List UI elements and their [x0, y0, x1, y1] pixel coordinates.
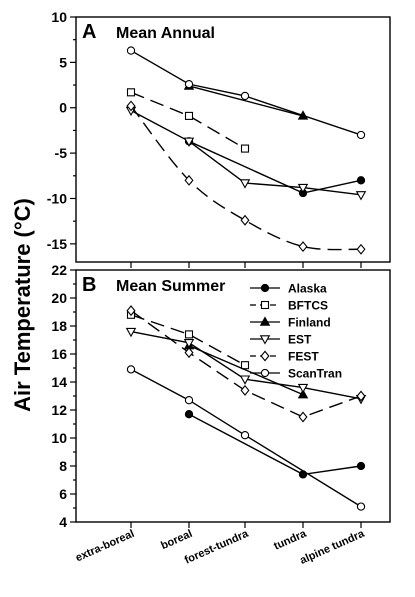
y-tick-label: 14	[51, 374, 67, 390]
legend-marker	[260, 283, 270, 293]
legend-label: EST	[288, 333, 312, 347]
x-tick-label: extra-boreal	[74, 528, 136, 565]
data-point	[240, 214, 250, 226]
y-tick-label: 18	[51, 318, 67, 334]
y-tick-label: 20	[51, 290, 67, 306]
data-point	[183, 137, 195, 147]
data-point	[356, 243, 366, 255]
series-bftcs	[126, 88, 250, 153]
y-tick-label: 8	[59, 458, 67, 474]
data-point	[126, 365, 136, 374]
series-scantran	[126, 46, 366, 140]
legend-marker	[260, 368, 270, 378]
legend-item-finland: Finland	[250, 316, 331, 330]
legend: Alaska BFTCS Finland EST FEST ScanTran	[250, 282, 342, 381]
legend-label: BFTCS	[288, 299, 328, 313]
panel-title: Mean Summer	[116, 278, 225, 295]
y-tick-label: 0	[59, 100, 67, 116]
data-point	[355, 191, 367, 201]
data-point	[184, 410, 194, 419]
legend-marker	[260, 350, 270, 362]
data-point	[126, 100, 136, 112]
legend-marker	[259, 335, 271, 345]
data-point	[239, 375, 251, 385]
series-fest	[126, 305, 366, 423]
x-tick-label: forest-tundra	[183, 527, 251, 566]
data-point	[356, 390, 366, 402]
y-axis-label: Air Temperature (°C)	[10, 198, 35, 412]
y-tick-label: 4	[59, 514, 67, 530]
data-point	[356, 461, 366, 471]
y-tick-label: 12	[51, 402, 67, 418]
series-line	[130, 368, 362, 508]
series-alaska	[184, 410, 366, 479]
data-point	[239, 179, 251, 189]
data-point	[240, 431, 250, 440]
y-tick-label: 6	[59, 486, 67, 502]
data-point	[298, 241, 308, 253]
y-tick-label: 22	[51, 262, 67, 278]
data-point	[126, 305, 136, 317]
legend-label: Alaska	[288, 282, 327, 296]
y-tick-label: -15	[47, 236, 67, 252]
data-point	[240, 384, 250, 396]
legend-label: Finland	[288, 316, 331, 330]
data-point	[356, 176, 366, 185]
data-point	[126, 46, 136, 55]
y-tick-label: 10	[51, 9, 67, 25]
data-point	[184, 174, 194, 186]
panel-b: 4 6 8 10 12 14 16 18 20 22 B Mean Summer	[51, 262, 391, 530]
y-tick-label: 5	[59, 54, 67, 70]
series-line	[188, 344, 304, 396]
y-tick-label: -5	[55, 145, 68, 161]
legend-marker	[259, 316, 271, 326]
data-point	[297, 383, 309, 394]
x-tick-label: tundra	[272, 527, 309, 552]
series-line	[130, 91, 246, 150]
x-tick-label: alpine tundra	[298, 527, 367, 566]
data-point	[297, 183, 309, 194]
panel-letter: B	[82, 274, 96, 296]
data-point	[240, 91, 250, 101]
data-point	[184, 330, 194, 339]
legend-label: FEST	[288, 350, 319, 364]
data-point	[356, 502, 366, 511]
legend-item-est: EST	[250, 333, 312, 347]
legend-item-fest: FEST	[250, 350, 319, 364]
series-line	[130, 105, 362, 251]
data-point	[356, 130, 366, 140]
legend-item-scantran: ScanTran	[250, 367, 342, 381]
data-point	[126, 88, 136, 97]
panel-letter: A	[82, 21, 96, 43]
legend-label: ScanTran	[288, 367, 342, 381]
data-point	[125, 327, 137, 338]
data-point	[298, 411, 308, 423]
data-point	[240, 361, 250, 370]
y-tick-label: 10	[51, 430, 67, 446]
series-est	[125, 106, 367, 201]
x-tick-label: boreal	[159, 528, 194, 552]
data-point	[184, 396, 194, 405]
data-point	[184, 79, 194, 89]
legend-item-bftcs: BFTCS	[250, 299, 328, 313]
data-point	[240, 144, 250, 153]
data-point	[183, 339, 195, 349]
plot-frame	[75, 16, 391, 263]
data-point	[184, 111, 194, 120]
y-tick-label: -10	[47, 190, 67, 206]
legend-marker	[260, 300, 270, 310]
panel-a: -15 -10 -5 0 5 10 A Mean Annual	[47, 9, 391, 268]
series-line	[188, 85, 304, 117]
series-fest	[126, 100, 366, 255]
panel-title: Mean Annual	[116, 25, 215, 42]
series-scantran	[126, 365, 366, 511]
legend-item-alaska: Alaska	[250, 282, 327, 296]
data-point	[184, 347, 194, 359]
series-line	[188, 413, 362, 476]
y-tick-label: 16	[51, 346, 67, 362]
series-line	[130, 49, 362, 136]
data-point	[297, 388, 309, 399]
series-alaska	[184, 137, 366, 198]
